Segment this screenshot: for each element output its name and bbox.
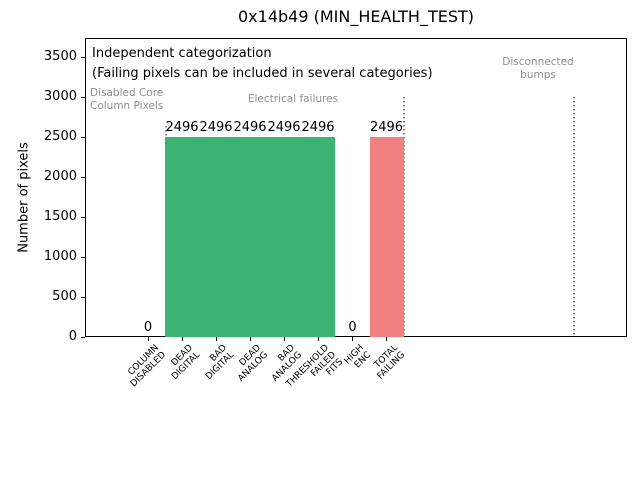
bar	[267, 137, 301, 337]
x-tick-mark	[283, 337, 285, 341]
y-axis-label: Number of pixels	[16, 142, 32, 253]
y-tick-label: 3000	[43, 89, 77, 105]
bar	[199, 137, 233, 337]
y-tick-label: 1500	[43, 209, 77, 225]
y-tick-mark	[81, 256, 85, 258]
group-label-disabled-core-column-pixels: Disabled Core Column Pixels	[90, 87, 164, 112]
x-tick-mark	[352, 337, 353, 341]
x-tick-mark	[181, 337, 183, 341]
bar-value-label: 0	[348, 320, 357, 335]
annotation-failing-pixels-note: (Failing pixels can be included in sever…	[92, 66, 433, 81]
y-tick-label: 2500	[43, 129, 77, 145]
x-tick-mark	[215, 337, 217, 341]
x-tick-mark	[386, 337, 387, 341]
region-separator-dotted-line	[573, 97, 575, 337]
bar-value-label: 0	[143, 320, 153, 335]
y-tick-mark	[81, 96, 85, 98]
bar-value-label: 2496	[301, 120, 335, 136]
y-tick-mark	[81, 176, 85, 178]
region-separator-dotted-line	[403, 97, 405, 337]
y-tick-mark	[81, 136, 85, 138]
bar	[233, 137, 267, 337]
y-tick-label: 500	[52, 289, 77, 305]
bar-value-label: 2496	[267, 120, 301, 136]
bar	[301, 137, 335, 337]
x-tick-mark	[317, 337, 319, 341]
y-tick-label: 2000	[43, 169, 77, 185]
group-label-electrical-failures: Electrical failures	[247, 93, 339, 105]
x-tick-mark	[249, 337, 251, 341]
bar	[369, 137, 404, 337]
bar	[165, 137, 199, 337]
y-tick-mark	[81, 336, 85, 338]
bar-value-label: 2496	[369, 120, 404, 136]
y-tick-mark	[81, 216, 85, 218]
bar-value-label: 2496	[165, 120, 199, 136]
group-label-disconnected-bumps: Disconnected bumps	[502, 56, 574, 81]
bar-value-label: 2496	[233, 120, 267, 136]
y-tick-label: 1000	[43, 249, 77, 265]
y-tick-label: 3500	[43, 49, 77, 65]
chart-title: 0x14b49 (MIN_HEALTH_TEST)	[238, 7, 474, 26]
annotation-independent-categorization: Independent categorization	[92, 46, 272, 61]
y-tick-mark	[81, 296, 85, 298]
y-tick-label: 0	[68, 329, 77, 344]
y-tick-mark	[81, 56, 85, 58]
bar-value-label: 2496	[199, 120, 233, 136]
x-tick-mark	[147, 337, 149, 341]
